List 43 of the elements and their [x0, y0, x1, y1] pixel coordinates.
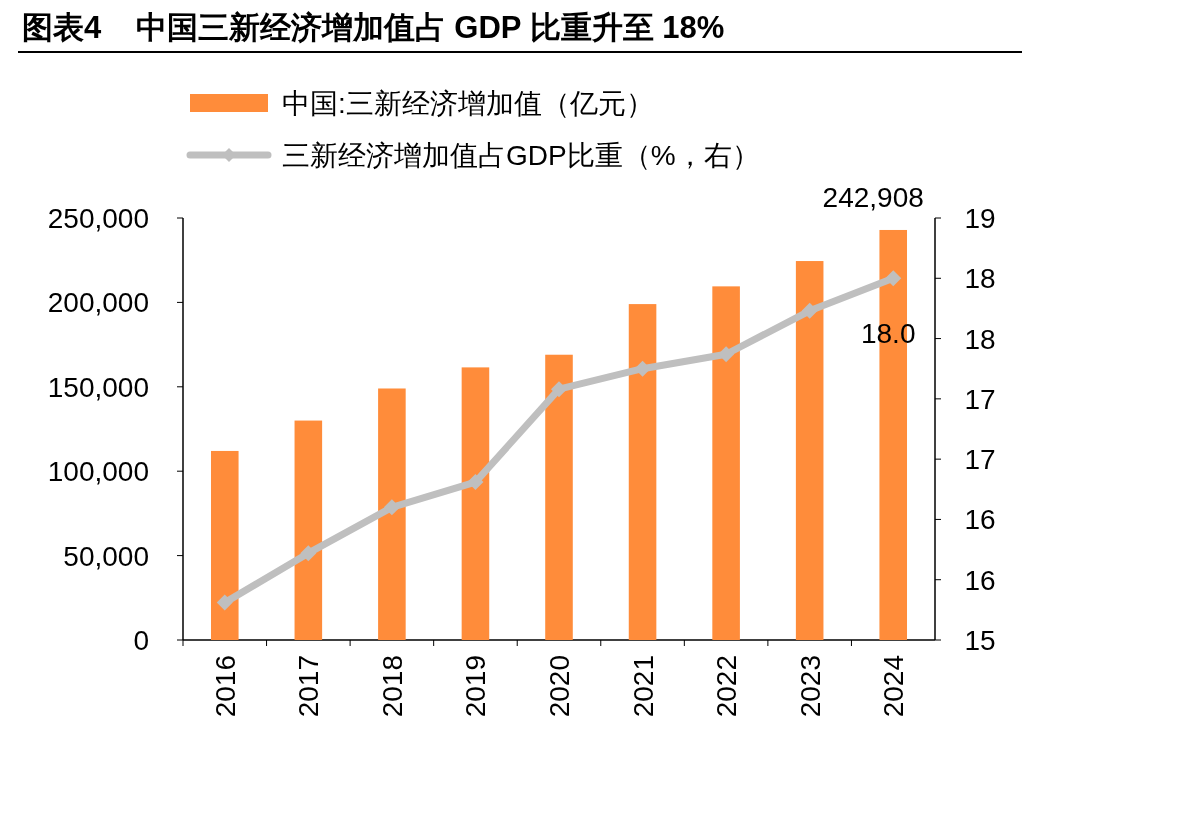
y-tick-label: 150,000: [47, 371, 149, 403]
legend-label: 中国:三新经济增加值（亿元）: [282, 88, 654, 119]
point: [801, 302, 818, 319]
x-tick-label: 2021: [627, 655, 659, 718]
bar: [628, 304, 657, 640]
y2-tick-label: 17: [964, 444, 996, 476]
point: [718, 346, 735, 363]
x-tick-label: 2024: [878, 655, 910, 718]
bar: [294, 420, 323, 640]
point: [467, 474, 484, 491]
point: [383, 499, 400, 516]
bar: [712, 286, 740, 640]
y-tick-label: 250,000: [47, 203, 149, 234]
x-tick-label: 2023: [794, 655, 826, 718]
point: [300, 545, 317, 562]
x-tick-label: 2022: [711, 655, 743, 718]
bar: [210, 450, 239, 640]
y-tick-label: 200,000: [47, 287, 149, 319]
chart-title: 图表4 中国三新经济增加值占 GDP 比重升至 18%: [22, 10, 725, 45]
bar: [545, 354, 573, 640]
y-tick-label: 0: [133, 625, 149, 656]
y-tick-label: 50,000: [63, 540, 149, 572]
x-tick-label: 2017: [293, 655, 325, 718]
point: [216, 594, 233, 611]
x-tick-label: 2016: [209, 655, 241, 718]
x-tick-label: 2019: [460, 655, 492, 718]
x-tick-label: 2020: [544, 655, 575, 718]
y2-tick-label: 16: [964, 564, 996, 596]
y2-tick-label: 18: [964, 323, 996, 355]
data-label: 242,908: [822, 181, 924, 213]
bar: [795, 261, 824, 640]
x-tick-label: 2018: [376, 655, 408, 718]
point: [551, 381, 567, 398]
legend-label: 三新经济增加值占GDP比重（%，右）: [282, 140, 760, 171]
y2-tick-label: 19: [964, 203, 996, 234]
point: [885, 270, 902, 287]
y-tick-label: 100,000: [47, 456, 149, 488]
y2-tick-label: 16: [964, 504, 996, 536]
y2-tick-label: 18: [964, 263, 996, 295]
y2-tick-label: 17: [964, 383, 996, 415]
y2-tick-label: 15: [964, 625, 996, 656]
bar: [378, 388, 406, 640]
bar: [461, 367, 490, 640]
